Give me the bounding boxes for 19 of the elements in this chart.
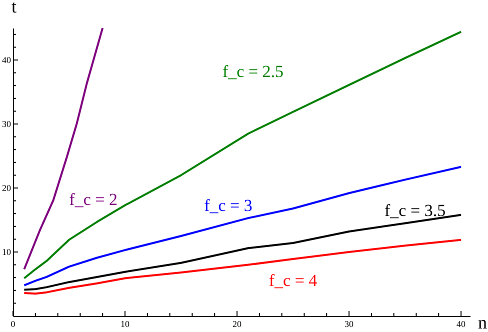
- x-tick-label: 30: [344, 319, 354, 329]
- y-tick-label: 40: [2, 55, 12, 65]
- y-tick-label: 10: [2, 247, 12, 257]
- y-axis-title: t: [12, 0, 17, 16]
- x-tick-label: 40: [456, 319, 466, 329]
- line-series: [23, 238, 462, 295]
- x-tick-label: 20: [232, 319, 242, 329]
- x-tick-label: 10: [120, 319, 130, 329]
- line-series: [23, 166, 462, 286]
- series-label: f_c = 2.5: [222, 62, 284, 81]
- series-label: f_c = 3.5: [384, 201, 446, 220]
- line-series: [23, 28, 104, 270]
- x-axis-title: n: [478, 312, 487, 332]
- y-tick-label: 20: [2, 183, 12, 193]
- y-tick-label: 30: [2, 119, 12, 129]
- series-label: f_c = 3: [204, 196, 252, 216]
- series-label: f_c = 4: [268, 271, 318, 290]
- series-label: f_c = 2: [69, 190, 118, 210]
- x-tick-label: 0: [10, 319, 16, 329]
